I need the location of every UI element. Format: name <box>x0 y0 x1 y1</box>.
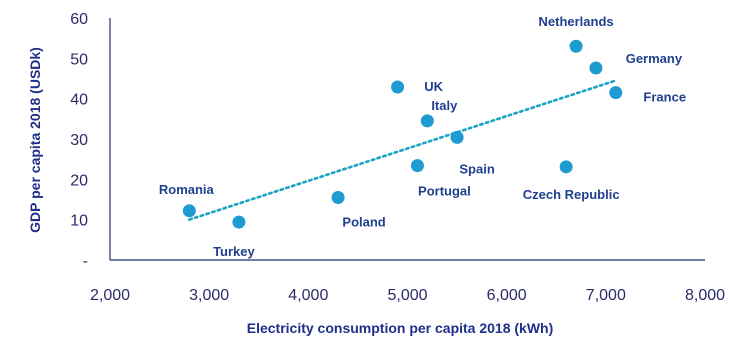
point-label: France <box>643 90 686 105</box>
x-tick-label: 8,000 <box>685 287 725 304</box>
y-tick-label: 50 <box>70 51 88 68</box>
data-point <box>450 130 464 144</box>
trendline <box>188 79 618 221</box>
x-axis-title: Electricity consumption per capita 2018 … <box>247 320 554 336</box>
y-tick-label: 60 <box>70 11 88 28</box>
point-label: Italy <box>431 98 458 113</box>
y-tick-label: 10 <box>70 213 88 230</box>
x-tick-label: 6,000 <box>487 287 527 304</box>
axes <box>109 18 705 261</box>
x-tick-label: 5,000 <box>387 287 427 304</box>
trendline-group <box>188 79 618 221</box>
x-tick-label: 7,000 <box>586 287 626 304</box>
point-label: Czech Republic <box>523 187 620 202</box>
y-axis-title: GDP per capita 2018 (USDk) <box>27 47 43 233</box>
y-tick-label: 30 <box>70 132 88 149</box>
data-point <box>589 61 603 75</box>
point-label: Germany <box>626 51 683 66</box>
point-label: Turkey <box>213 244 255 259</box>
point-label: Netherlands <box>539 14 614 29</box>
x-tick-label: 4,000 <box>288 287 328 304</box>
point-label: Portugal <box>418 184 471 199</box>
y-tick-labels: - 10 20 30 40 50 60 <box>70 11 88 270</box>
data-point <box>609 86 623 100</box>
point-label: Poland <box>342 214 385 229</box>
data-points <box>182 39 623 229</box>
data-point <box>410 159 424 173</box>
x-tick-label: 3,000 <box>189 287 229 304</box>
data-point <box>559 160 573 174</box>
point-label: Romania <box>159 182 215 197</box>
y-tick-label: 20 <box>70 172 88 189</box>
data-point <box>569 39 583 53</box>
y-tick-label: 40 <box>70 92 88 109</box>
data-point <box>331 190 345 204</box>
data-point <box>182 204 196 218</box>
point-label: Spain <box>459 161 494 176</box>
y-tick-label: - <box>83 253 88 270</box>
data-point <box>232 215 246 229</box>
x-tick-labels: 2,000 3,000 4,000 5,000 6,000 7,000 8,000 <box>90 287 725 304</box>
point-label: UK <box>424 79 443 94</box>
point-labels: Romania Turkey Poland UK Portugal Italy Spain C… <box>159 14 686 259</box>
x-tick-label: 2,000 <box>90 287 130 304</box>
data-point <box>391 80 405 94</box>
data-point <box>420 114 434 128</box>
